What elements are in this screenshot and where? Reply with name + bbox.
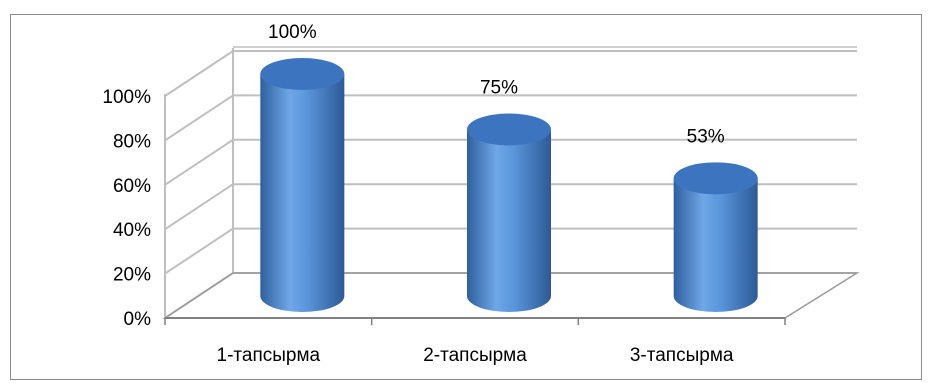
chart-border <box>10 14 922 380</box>
gridline-side <box>164 183 234 231</box>
gridline-side <box>164 94 234 142</box>
data-label: 53% <box>687 126 725 147</box>
bar-body <box>260 74 345 312</box>
label-layer: 0% 20% 40% 60% 80% 100% 100% 1-тапсырма 75% 2-тап… <box>102 22 734 366</box>
y-tick-label: 60% <box>113 176 151 197</box>
bar-top <box>260 58 345 90</box>
bar-3 <box>673 162 758 312</box>
y-tick-label: 40% <box>113 220 151 241</box>
data-label: 100% <box>268 22 317 43</box>
y-tick-label: 0% <box>124 309 152 330</box>
data-label: 75% <box>480 78 518 99</box>
y-tick-label: 100% <box>102 87 151 108</box>
x-category-label: 3-тапсырма <box>630 345 734 366</box>
axis-layer <box>162 272 860 325</box>
y-tick-label: 80% <box>113 131 151 152</box>
bar-layer <box>260 58 758 312</box>
gridline-side <box>164 50 234 97</box>
x-category-label: 2-тапсырма <box>423 345 527 366</box>
bar-top <box>467 113 551 146</box>
x-category-label: 1-тапсырма <box>217 345 321 366</box>
bar-body <box>467 129 551 312</box>
bar-1 <box>260 58 345 312</box>
bar-body <box>673 178 758 312</box>
bar-2 <box>467 113 551 312</box>
gridline-side <box>164 227 234 275</box>
bar-top <box>673 162 758 195</box>
gridline-side <box>164 138 234 186</box>
y-tick-label: 20% <box>113 265 151 286</box>
